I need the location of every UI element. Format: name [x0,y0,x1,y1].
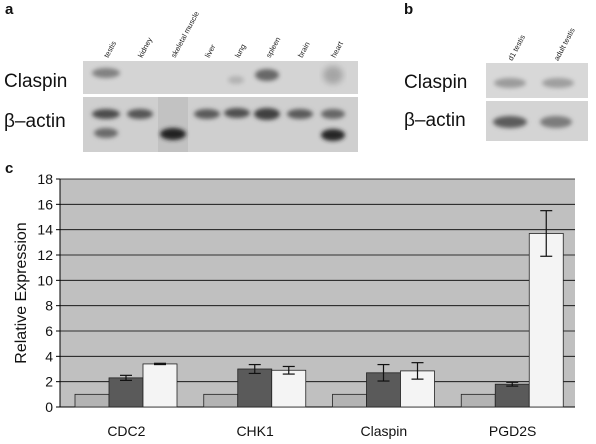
bar [108,377,144,408]
bar [74,393,110,408]
panel-b-row-label-claspin: Claspin [404,72,468,93]
y-tick-label: 0 [45,399,53,415]
panel-label-c: c [5,160,14,177]
x-category-label: CDC2 [107,423,145,439]
panel-label-a: a [5,1,14,18]
panel-b-claspin-blot [486,63,588,98]
bar [142,363,178,408]
y-tick-label: 12 [37,247,53,263]
y-tick-label: 6 [45,323,53,339]
y-tick-label: 14 [37,222,53,238]
y-tick-label: 8 [45,298,53,314]
bar [494,383,530,408]
bar [332,393,367,408]
y-tick-label: 18 [37,171,53,187]
y-tick-label: 2 [45,374,53,390]
panel-label-b: b [404,1,414,18]
y-tick-label: 10 [37,272,53,288]
y-axis-label: Relative Expression [13,222,30,363]
y-tick-label: 4 [45,348,53,364]
bar [271,369,307,408]
x-category-label: PGD2S [489,423,536,439]
bar [528,233,564,408]
plot-area [60,179,575,407]
panel-a-row-label-beta-actin: β–actin [4,111,66,132]
x-category-label: Claspin [361,423,408,439]
bar [460,393,496,408]
bar [237,368,273,408]
panel-a-row-label-claspin: Claspin [4,71,68,92]
panel-b-beta-actin-blot [486,101,588,141]
panel-a-claspin-blot [83,61,358,94]
panel-b-row-label-beta-actin: β–actin [404,110,466,131]
x-category-label: CHK1 [236,423,274,439]
bar [203,393,239,408]
y-tick-label: 16 [37,196,53,212]
panel-a-beta-actin-blot [83,97,358,152]
